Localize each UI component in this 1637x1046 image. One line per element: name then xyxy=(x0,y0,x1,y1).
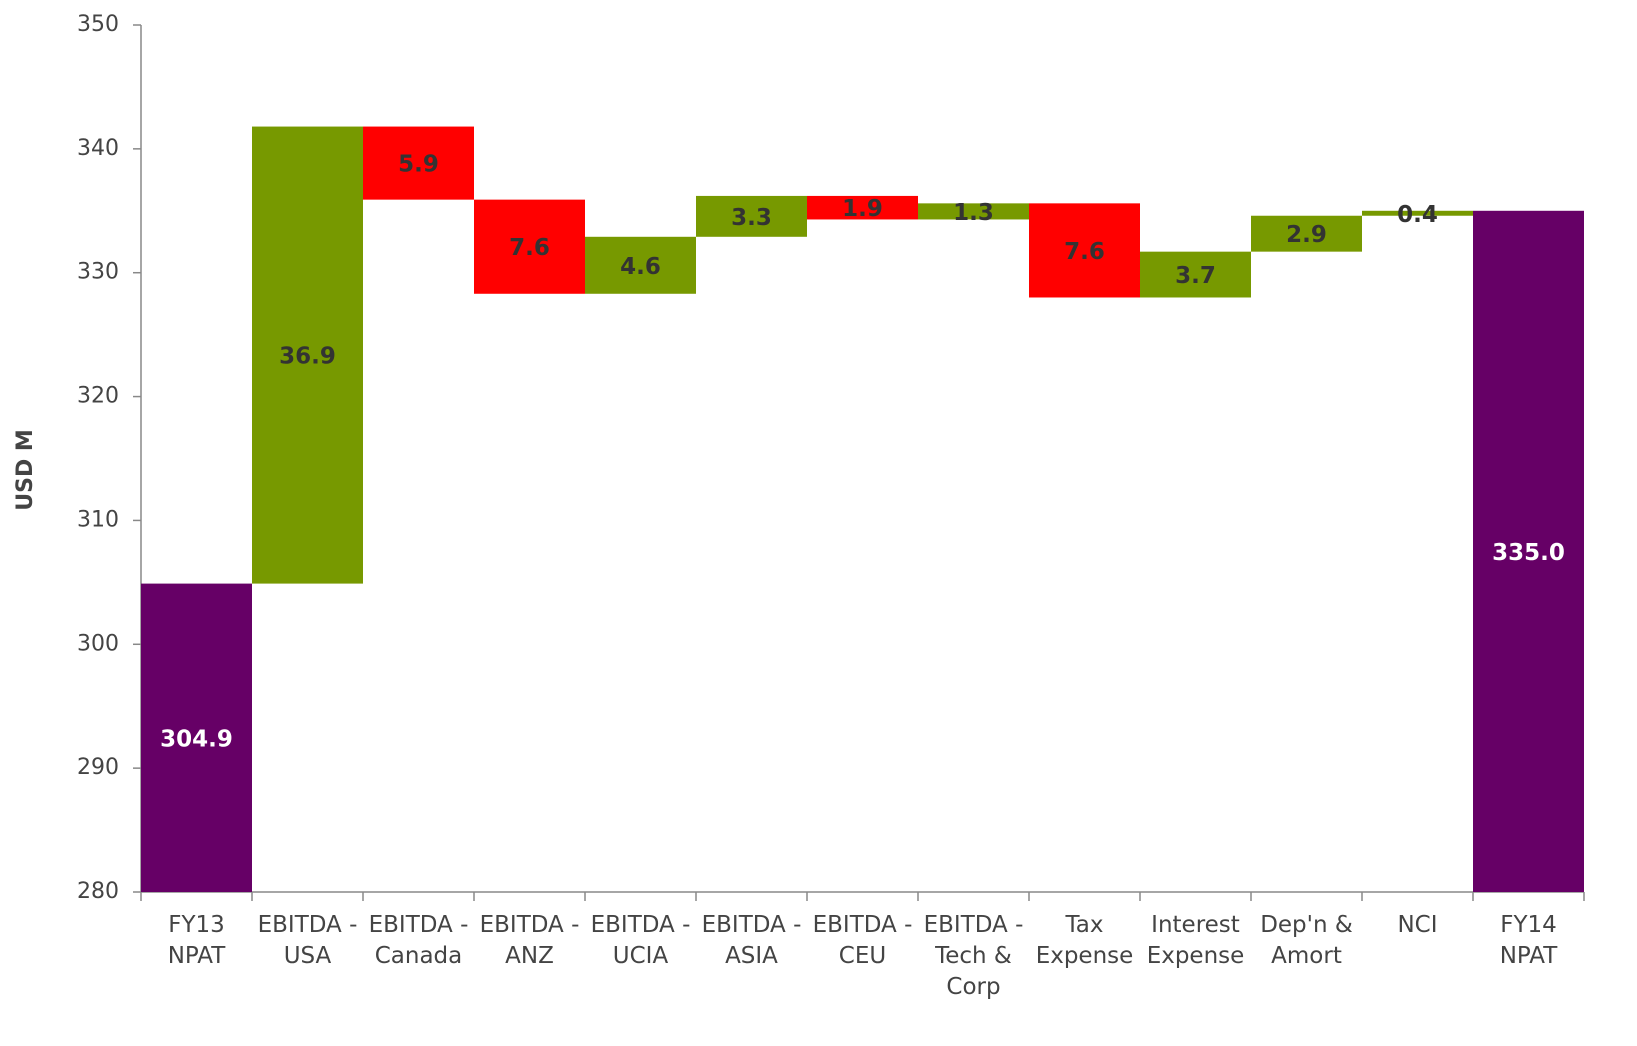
y-tick-label: 280 xyxy=(77,879,119,904)
bar xyxy=(1251,215,1362,252)
bar xyxy=(1140,251,1251,298)
x-tick-label: Tax Expense xyxy=(1035,912,1134,969)
y-tick-label: 290 xyxy=(77,755,119,780)
x-tick-label: EBITDA - UCIA xyxy=(590,912,691,969)
y-tick-label: 350 xyxy=(77,12,119,37)
bar xyxy=(807,195,918,220)
value-label: 0.4 xyxy=(1397,202,1438,228)
value-label: 2.9 xyxy=(1286,222,1327,248)
x-tick-label: FY14 NPAT xyxy=(1499,912,1558,969)
x-tick-label: EBITDA - Tech & Corp xyxy=(923,912,1024,1000)
bar xyxy=(141,583,252,892)
y-axis-label: USD M xyxy=(13,429,38,511)
x-tick-label: FY13 NPAT xyxy=(167,912,226,969)
bar xyxy=(918,203,1029,220)
x-tick-label: EBITDA - CEU xyxy=(812,912,913,969)
x-tick-label: EBITDA - ASIA xyxy=(701,912,802,969)
value-label: 304.9 xyxy=(160,726,233,752)
value-label: 7.6 xyxy=(509,235,550,261)
y-tick-label: 330 xyxy=(77,260,119,285)
bar xyxy=(585,236,696,294)
value-label: 335.0 xyxy=(1492,540,1565,566)
x-tick-label: EBITDA - Canada xyxy=(368,912,469,969)
y-tick-label: 340 xyxy=(77,136,119,161)
bar xyxy=(252,126,363,584)
value-label: 1.3 xyxy=(953,200,994,226)
value-label: 36.9 xyxy=(279,344,336,370)
y-tick-label: 320 xyxy=(77,384,119,409)
value-label: 5.9 xyxy=(398,152,439,178)
bar xyxy=(1362,210,1473,216)
bar xyxy=(1473,210,1584,893)
y-tick-label: 310 xyxy=(77,507,119,532)
x-tick-label: EBITDA - USA xyxy=(257,912,358,969)
bar xyxy=(363,126,474,200)
bar xyxy=(1029,203,1140,298)
value-label: 1.9 xyxy=(842,196,883,222)
x-tick-label: Dep'n & Amort xyxy=(1260,912,1353,969)
x-tick-label: NCI xyxy=(1397,912,1438,938)
x-tick-label: Interest Expense xyxy=(1146,912,1245,969)
x-tick-label: EBITDA - ANZ xyxy=(479,912,580,969)
y-tick-label: 300 xyxy=(77,631,119,656)
value-label: 7.6 xyxy=(1064,239,1105,265)
value-label: 3.7 xyxy=(1175,263,1216,289)
value-label: 4.6 xyxy=(620,254,661,280)
value-label: 3.3 xyxy=(731,205,772,231)
bar xyxy=(696,195,807,237)
bar xyxy=(474,199,585,294)
